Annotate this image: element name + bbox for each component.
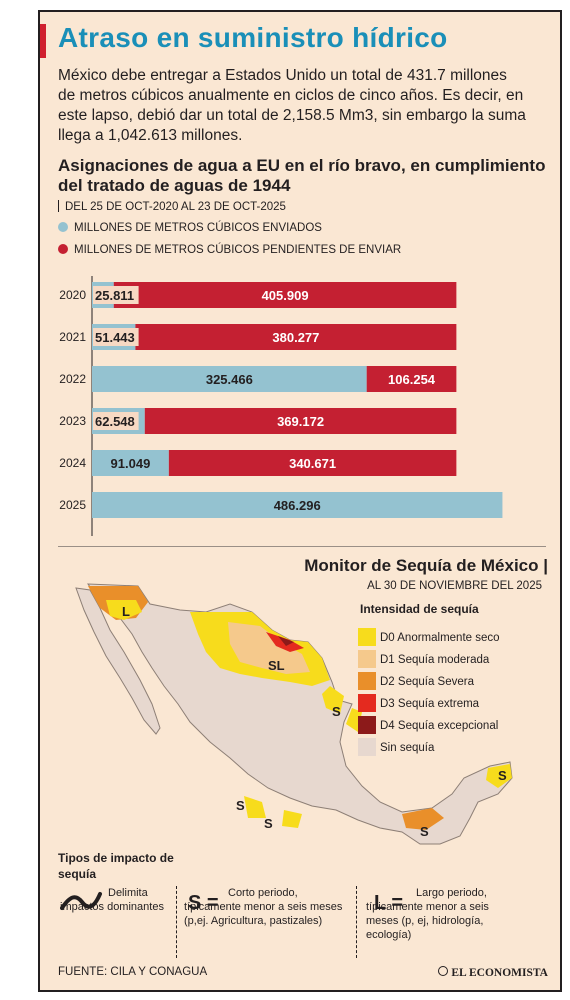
intensity-swatch-d1 <box>358 650 376 668</box>
value-label-bg-2021 <box>93 328 139 346</box>
l-description: Largo periodo, típicamente menor a seis … <box>366 887 489 941</box>
value-label-pending-2021: 380.277 <box>272 330 319 345</box>
category-label-2025: 2025 <box>59 498 86 512</box>
bar-pending-2023 <box>144 408 457 434</box>
map-title: Monitor de Sequía de México | <box>304 556 548 575</box>
brand-logo: EL ECONOMISTA <box>438 966 548 979</box>
bar-pending-2022 <box>366 366 457 392</box>
chart-subtitle: DEL 25 DE OCT-2020 AL 23 DE OCT-2025 <box>58 200 286 213</box>
category-label-2021: 2021 <box>59 330 86 344</box>
intensity-item-none: Sin sequía <box>358 738 434 756</box>
l-key: L = <box>374 892 404 914</box>
delimit-curve-icon <box>60 892 102 910</box>
intensity-item-d3: D3 Sequía extrema <box>358 694 479 712</box>
bar-sent-2025 <box>92 492 503 518</box>
value-label-pending-2023: 369.172 <box>277 414 324 429</box>
intensity-item-d0: D0 Anormalmente seco <box>358 628 500 646</box>
intensity-item-d4: D4 Sequía excepcional <box>358 716 498 734</box>
s-key: S = <box>188 892 219 914</box>
map-marker-s3: S <box>264 816 273 831</box>
drought-zone-south2 <box>282 810 302 828</box>
s-description: Corto periodo, típicamente menor a seis … <box>184 887 343 927</box>
delimit-text: Delimita impactos dominantes <box>60 887 164 913</box>
bar-pending-2024 <box>168 450 457 476</box>
category-label-2022: 2022 <box>59 372 86 386</box>
map-marker-s4: S <box>420 824 429 839</box>
category-label-2024: 2024 <box>59 456 86 470</box>
map-marker-s1: S <box>332 704 341 719</box>
legend-swatch-sent <box>58 222 68 232</box>
map-marker-sl: SL <box>268 658 285 673</box>
value-label-sent-2024: 91.049 <box>111 456 151 471</box>
value-label-pending-2022: 106.254 <box>388 372 436 387</box>
intensity-swatch-d4 <box>358 716 376 734</box>
section-divider <box>58 546 546 547</box>
drought-zone-south1 <box>244 796 266 818</box>
bar-pending-2020 <box>113 282 457 308</box>
legend-swatch-pending <box>58 244 68 254</box>
intensity-label-d0: D0 Anormalmente seco <box>380 632 500 644</box>
map-marker-s5: S <box>498 768 507 783</box>
drought-map: L SL S S S S S <box>75 583 513 845</box>
map-date: AL 30 DE NOVIEMBRE DEL 2025 <box>367 580 542 592</box>
brand-icon <box>438 966 449 976</box>
value-label-pending-2020: 405.909 <box>262 288 309 303</box>
intensity-label-d2: D2 Sequía Severa <box>380 676 474 688</box>
map-marker-l: L <box>122 604 130 619</box>
category-label-2023: 2023 <box>59 414 86 428</box>
intensity-item-d1: D1 Sequía moderada <box>358 650 489 668</box>
drought-zone-se <box>402 808 444 830</box>
drought-zone-d4 <box>278 636 294 646</box>
chart-subtitle-text: DEL 25 DE OCT-2020 AL 23 DE OCT-2025 <box>65 201 286 213</box>
bar-pending-2021 <box>135 324 457 350</box>
intro-paragraph: México debe entregar a Estados Unido un … <box>58 67 526 144</box>
intensity-label-d1: D1 Sequía moderada <box>380 654 490 666</box>
drought-zone-yucatan <box>486 764 512 788</box>
title-accent-bar <box>40 24 46 58</box>
value-label-sent-2023: 62.548 <box>95 414 135 429</box>
value-label-bg-2023 <box>93 412 139 430</box>
impact-title: Tipos de impacto de sequía <box>58 851 174 881</box>
impact-divider-2 <box>356 886 357 958</box>
legend-label-pending: MILLONES DE METROS CÚBICOS PENDIENTES DE… <box>74 244 402 256</box>
impact-divider-1 <box>176 886 177 958</box>
chart-title: Asignaciones de agua a EU en el río brav… <box>58 156 546 195</box>
page-title: Atraso en suministro hídrico <box>58 22 448 53</box>
bar-chart: 2020 25.811 405.909 2021 51.443 380.277 2022 32… <box>59 276 503 536</box>
map-marker-s2: S <box>236 798 245 813</box>
intensity-swatch-d2 <box>358 672 376 690</box>
baja-california-shape <box>75 587 161 735</box>
intensity-swatch-none <box>358 738 376 756</box>
infographic-frame: Atraso en suministro hídrico México debe… <box>38 10 562 992</box>
source-text: FUENTE: CILA Y CONAGUA <box>58 966 208 978</box>
value-label-bg-2020 <box>93 286 139 304</box>
category-label-2020: 2020 <box>59 288 86 302</box>
drought-zone-nw-d1 <box>106 600 142 620</box>
intensity-label-d3: D3 Sequía extrema <box>380 698 480 710</box>
legend-item-sent: MILLONES DE METROS CÚBICOS ENVIADOS <box>58 222 322 234</box>
legend-item-pending: MILLONES DE METROS CÚBICOS PENDIENTES DE… <box>58 244 401 256</box>
value-label-sent-2025: 486.296 <box>274 498 321 513</box>
intensity-label-d4: D4 Sequía excepcional <box>380 720 499 732</box>
value-label-sent-2020: 25.811 <box>95 288 134 303</box>
intensity-item-d2: D2 Sequía Severa <box>358 672 474 690</box>
value-label-sent-2022: 325.466 <box>206 372 253 387</box>
value-label-pending-2024: 340.671 <box>289 456 336 471</box>
bar-sent-2024 <box>92 450 169 476</box>
intensity-swatch-d0 <box>358 628 376 646</box>
legend-label-sent: MILLONES DE METROS CÚBICOS ENVIADOS <box>74 222 322 234</box>
intensity-swatch-d3 <box>358 694 376 712</box>
intensity-legend-title: Intensidad de sequía <box>360 602 479 616</box>
intensity-label-none: Sin sequía <box>380 742 435 754</box>
value-label-sent-2021: 51.443 <box>95 330 135 345</box>
brand-name: EL ECONOMISTA <box>451 967 548 979</box>
bar-sent-2022 <box>92 366 367 392</box>
drought-zone-north-d1 <box>228 622 310 674</box>
drought-zone-east <box>322 686 344 714</box>
